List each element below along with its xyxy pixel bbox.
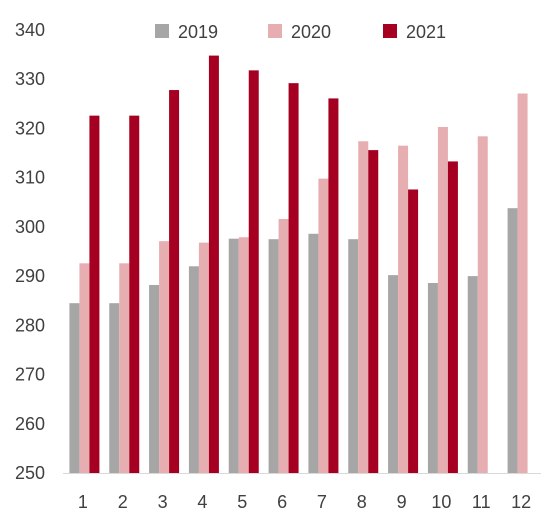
legend-swatch-2019 bbox=[155, 24, 169, 38]
x-tick-label: 10 bbox=[431, 492, 451, 512]
y-axis: 250 260 270 280 290 300 310 320 330 340 bbox=[15, 20, 45, 483]
bar-2020-11 bbox=[477, 136, 488, 473]
y-tick-label: 280 bbox=[15, 315, 45, 335]
bar-2021-6 bbox=[288, 83, 299, 473]
y-tick-label: 300 bbox=[15, 217, 45, 237]
bar-2021-10 bbox=[447, 161, 458, 473]
x-tick-label: 7 bbox=[317, 492, 327, 512]
bar-2020-6 bbox=[278, 219, 289, 473]
bar-2019-8 bbox=[348, 239, 359, 473]
x-tick-label: 1 bbox=[78, 492, 88, 512]
bar-2021-3 bbox=[169, 90, 180, 473]
bar-2021-8 bbox=[368, 150, 379, 473]
bar-2019-6 bbox=[268, 239, 279, 473]
bar-2019-4 bbox=[188, 266, 199, 473]
legend: 2019 2020 2021 bbox=[155, 22, 446, 42]
bar-2021-7 bbox=[328, 98, 339, 474]
bar-2020-4 bbox=[198, 242, 209, 473]
y-tick-label: 330 bbox=[15, 69, 45, 89]
y-tick-label: 340 bbox=[15, 20, 45, 40]
bar-2020-12 bbox=[517, 93, 528, 473]
bar-2020-7 bbox=[318, 178, 329, 473]
bar-2021-5 bbox=[248, 70, 259, 474]
y-tick-label: 290 bbox=[15, 266, 45, 286]
bar-2019-2 bbox=[109, 303, 120, 473]
bar-2019-11 bbox=[467, 276, 478, 473]
bar-2020-5 bbox=[238, 237, 249, 473]
bar-2020-2 bbox=[119, 263, 130, 473]
bar-2020-9 bbox=[398, 145, 409, 473]
x-tick-label: 9 bbox=[397, 492, 407, 512]
x-tick-label: 11 bbox=[472, 492, 491, 512]
bar-2020-10 bbox=[437, 126, 448, 474]
bar-2019-7 bbox=[308, 233, 319, 473]
x-tick-label: 4 bbox=[197, 492, 207, 512]
bar-2019-9 bbox=[388, 275, 399, 473]
legend-label-2019: 2019 bbox=[178, 22, 218, 42]
bar-2020-8 bbox=[358, 141, 369, 473]
bar-2020-1 bbox=[79, 263, 90, 473]
y-tick-label: 270 bbox=[15, 365, 45, 385]
y-tick-label: 250 bbox=[15, 463, 45, 483]
bars bbox=[69, 55, 528, 474]
bar-2021-2 bbox=[129, 115, 140, 473]
bar-2021-9 bbox=[408, 189, 419, 474]
x-tick-label: 2 bbox=[118, 492, 128, 512]
bar-2020-3 bbox=[159, 241, 170, 473]
y-tick-label: 320 bbox=[15, 118, 45, 138]
bar-2019-1 bbox=[69, 303, 80, 473]
bar-2019-5 bbox=[228, 238, 239, 473]
bar-2019-3 bbox=[149, 284, 160, 473]
bar-2019-12 bbox=[507, 208, 518, 473]
legend-swatch-2020 bbox=[268, 24, 282, 38]
x-tick-label: 3 bbox=[158, 492, 168, 512]
x-axis: 1 2 3 4 5 6 7 8 9 10 11 12 bbox=[63, 473, 541, 512]
x-tick-label: 8 bbox=[357, 492, 367, 512]
bar-2019-10 bbox=[427, 283, 438, 473]
x-tick-label: 12 bbox=[511, 492, 531, 512]
legend-swatch-2021 bbox=[383, 24, 397, 38]
x-tick-label: 5 bbox=[237, 492, 247, 512]
bar-2021-4 bbox=[208, 55, 219, 474]
y-tick-label: 310 bbox=[15, 168, 45, 188]
legend-label-2020: 2020 bbox=[291, 22, 331, 42]
legend-label-2021: 2021 bbox=[406, 22, 446, 42]
x-tick-label: 6 bbox=[277, 492, 287, 512]
y-tick-label: 260 bbox=[15, 414, 45, 434]
bar-2021-1 bbox=[89, 115, 100, 473]
